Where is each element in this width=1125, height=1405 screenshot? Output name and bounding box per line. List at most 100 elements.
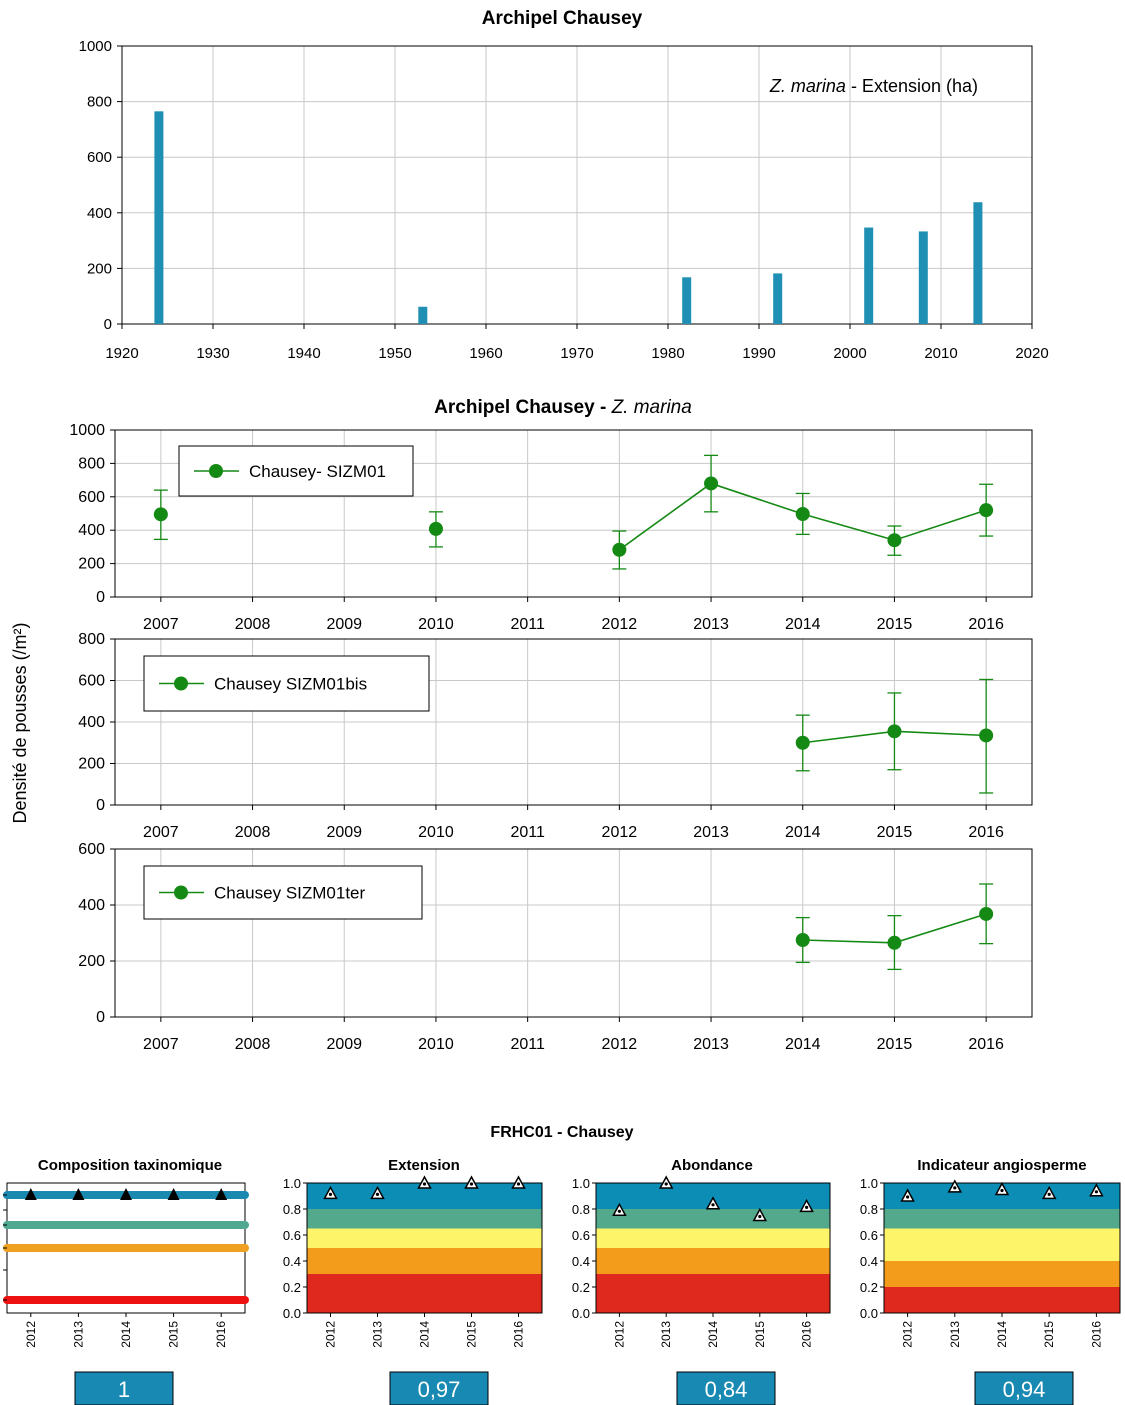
score-box [676, 1371, 776, 1405]
x-tick-label: 2011 [510, 1036, 545, 1053]
bar-1982 [682, 277, 692, 324]
legend: Chausey- SIZM01 [178, 445, 414, 497]
panel-title: Abondance [671, 1157, 753, 1174]
x-tick-label: 1970 [560, 345, 593, 362]
quality-band [596, 1228, 830, 1248]
y-tick-label: 0 [96, 797, 105, 814]
x-tick-label: 2013 [71, 1321, 85, 1348]
x-tick-label: 2014 [995, 1321, 1009, 1348]
indicator-title: FRHC01 - Chausey [490, 1124, 633, 1141]
y-tick-label: 600 [78, 489, 105, 506]
y-tick-label: 0.2 [860, 1280, 878, 1295]
taxo-marker-2015 [167, 1188, 180, 1200]
y-tick-label: 800 [87, 94, 112, 111]
y-tick-label: 0.4 [572, 1254, 590, 1269]
x-tick-label: 2016 [800, 1321, 814, 1348]
x-tick-label: 2013 [371, 1321, 385, 1348]
y-tick-label: 1.0 [860, 1176, 878, 1191]
score-box [74, 1371, 174, 1405]
x-tick-label: 2014 [119, 1321, 133, 1348]
panel-title: Composition taxinomique [38, 1157, 222, 1174]
density-title: Archipel Chausey - Z. marina [434, 397, 692, 418]
y-tick-label: 1000 [69, 422, 105, 439]
x-tick-label: 2015 [877, 824, 913, 841]
indicator-point-dot [469, 1182, 474, 1186]
score-value: 0,94 [1003, 1377, 1046, 1402]
x-tick-label: 2011 [510, 824, 545, 841]
plot-frame [114, 638, 1033, 806]
y-tick-label: 600 [78, 841, 105, 858]
indicator-figure: FRHC01 - Chausey Composition taxinomique 2… [3, 1124, 1121, 1405]
indicator-point-dot [758, 1214, 762, 1219]
score-box [974, 1371, 1074, 1405]
density-title-bold: Archipel Chausey - [434, 397, 611, 418]
indicator-point-dot [328, 1192, 333, 1196]
x-tick-label: 2014 [706, 1321, 720, 1348]
data-point-2010 [428, 521, 443, 536]
y-tick-label: 0.6 [572, 1228, 590, 1243]
legend-label: Chausey SIZM01bis [214, 675, 367, 694]
x-tick-label: 2013 [948, 1321, 962, 1348]
indicator-point-dot [711, 1203, 715, 1207]
legend-label: Chausey SIZM01ter [214, 884, 366, 903]
chart-annotation: Z. marina - Extension (ha) [769, 76, 978, 96]
y-tick-label: 400 [87, 205, 112, 222]
x-tick-label: 2016 [968, 1036, 1004, 1053]
x-tick-label: 1990 [742, 345, 775, 362]
legend: Chausey SIZM01bis [143, 655, 430, 712]
annotation-species: Z. marina [769, 76, 846, 96]
panel-title: Extension [388, 1157, 460, 1174]
indicator-point-dot [1000, 1188, 1004, 1193]
quality-band [884, 1228, 1120, 1261]
indicator-point-dot [906, 1195, 910, 1199]
density-panel-2: 2007 2008 2009 2010 2011 2012 2013 2014 2015 2016… [78, 631, 1033, 841]
y-tick-label: 1.0 [283, 1176, 301, 1191]
quality-band [596, 1274, 830, 1313]
data-point-2016 [979, 728, 994, 743]
x-tick-label: 2012 [602, 824, 638, 841]
x-tick-label: 2013 [659, 1321, 673, 1348]
y-tick-label: 200 [78, 756, 105, 773]
taxo-marker-2014 [120, 1188, 132, 1200]
indicator-point-dot [422, 1182, 427, 1186]
y-tick-label: 0.0 [860, 1306, 878, 1321]
x-tick-label: 2007 [143, 824, 179, 841]
quality-band [884, 1261, 1120, 1287]
score-box [389, 1371, 489, 1405]
x-tick-label: 2007 [143, 1036, 179, 1053]
y-tick-label: 0 [96, 1009, 105, 1026]
x-tick-label: 2016 [968, 616, 1004, 633]
y-tick-label: 600 [78, 673, 105, 690]
x-tick-label: 2010 [924, 345, 957, 362]
x-tick-label: 2014 [785, 616, 821, 633]
y-tick-label: 200 [78, 953, 105, 970]
y-tick-label: 0 [96, 589, 105, 606]
y-tick-label: 400 [78, 714, 105, 731]
bar-1953 [418, 306, 428, 324]
x-tick-label: 1920 [105, 345, 138, 362]
data-point-2007 [153, 507, 168, 522]
quality-band [884, 1287, 1120, 1313]
y-tick-label: 0.2 [283, 1280, 301, 1295]
x-tick-label: 1940 [287, 345, 320, 362]
x-tick-label: 2015 [1042, 1321, 1056, 1348]
data-point-2015 [887, 935, 902, 950]
x-tick-label: 2000 [833, 345, 866, 362]
x-tick-label: 2015 [465, 1321, 479, 1348]
x-tick-label: 2015 [877, 1036, 913, 1053]
x-tick-label: 2012 [901, 1321, 915, 1348]
bar-2014 [973, 202, 983, 324]
chart-title: Archipel Chausey [482, 8, 643, 29]
x-tick-label: 2012 [612, 1321, 626, 1348]
panel-title: Indicateur angiosperme [917, 1157, 1086, 1174]
extension-chart: 1920 1930 1940 1950 1960 1970 1980 1990 2000 2010… [79, 8, 1049, 362]
x-tick-label: 2009 [326, 824, 362, 841]
indicator-panel-1: Composition taxinomique 2012 2013 2014 2015 2… [3, 1157, 249, 1405]
density-panel-1: 2007 2008 2009 2010 2011 2012 2013 2014 2015 2016… [69, 422, 1033, 633]
quality-band [596, 1248, 830, 1274]
x-tick-label: 2012 [24, 1321, 38, 1348]
data-point-2014 [795, 507, 810, 522]
x-tick-label: 2009 [326, 616, 362, 633]
data-point-2016 [979, 906, 994, 921]
indicator-point-dot [805, 1205, 809, 1209]
